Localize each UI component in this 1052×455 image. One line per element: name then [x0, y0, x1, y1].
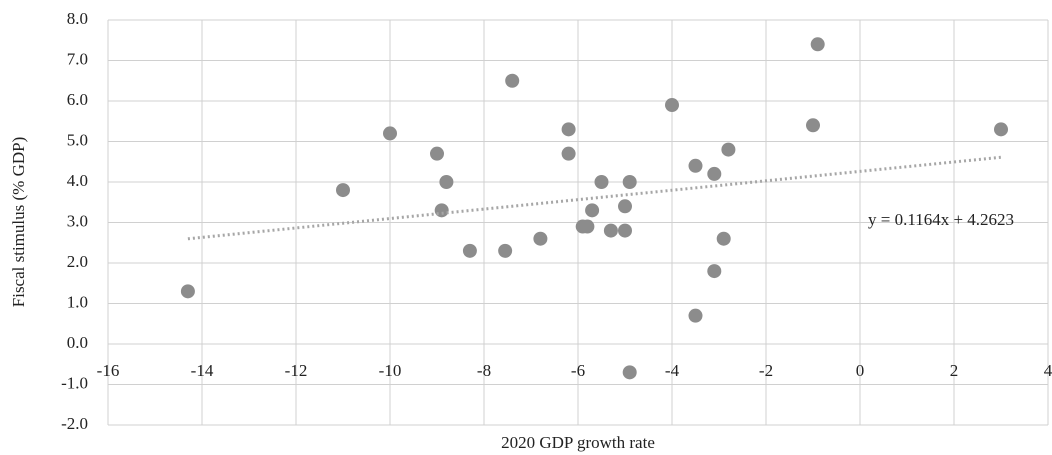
- point: [707, 264, 722, 279]
- y-tick-label: 2.0: [67, 252, 88, 271]
- point: [810, 37, 825, 52]
- y-tick-label: 8.0: [67, 9, 88, 28]
- point: [462, 243, 477, 258]
- point: [622, 365, 637, 380]
- point: [618, 223, 632, 238]
- point: [806, 118, 820, 133]
- point: [498, 243, 513, 258]
- point: [707, 166, 722, 181]
- point: [594, 175, 609, 189]
- x-tick-label: -2: [759, 361, 773, 380]
- point: [505, 73, 520, 88]
- point: [580, 219, 595, 234]
- x-tick-label: 4: [1044, 361, 1052, 380]
- point: [688, 308, 703, 323]
- point: [180, 284, 195, 299]
- x-tick-label: -6: [571, 361, 585, 380]
- point: [439, 175, 454, 189]
- y-tick-label: 4.0: [67, 171, 88, 190]
- point: [336, 183, 350, 198]
- point: [716, 231, 731, 246]
- point: [585, 203, 600, 218]
- point: [688, 158, 703, 173]
- x-tick-label: -8: [477, 361, 491, 380]
- point: [430, 146, 444, 161]
- point: [383, 126, 397, 141]
- x-tick-label: -14: [191, 361, 214, 380]
- x-axis-title: 2020 GDP growth rate: [501, 433, 655, 452]
- y-tick-label: -1.0: [61, 373, 88, 392]
- point: [603, 223, 618, 238]
- y-tick-label: 1.0: [67, 292, 88, 311]
- y-tick-label: 0.0: [67, 333, 88, 352]
- y-tick-label: 6.0: [67, 90, 88, 109]
- y-axis-title: Fiscal stimulus (% GDP): [9, 137, 28, 307]
- point: [994, 122, 1008, 137]
- y-tick-label: 7.0: [67, 49, 88, 68]
- x-tick-label: -16: [97, 361, 120, 380]
- point: [622, 175, 637, 189]
- y-tick-label: 5.0: [67, 130, 88, 149]
- point: [533, 231, 548, 246]
- x-tick-label: -4: [665, 361, 680, 380]
- y-tick-label: -2.0: [61, 414, 88, 433]
- point: [561, 122, 576, 137]
- x-tick-label: -12: [285, 361, 308, 380]
- x-tick-label: 2: [950, 361, 959, 380]
- y-tick-label: 3.0: [67, 211, 88, 230]
- trendline-label: y = 0.1164x + 4.2623: [868, 210, 1014, 229]
- point: [721, 142, 736, 157]
- point: [618, 199, 632, 214]
- point: [665, 98, 679, 113]
- trendline: [187, 155, 1002, 241]
- x-tick-label: -10: [379, 361, 402, 380]
- x-tick-label: 0: [856, 361, 865, 380]
- point: [561, 146, 576, 161]
